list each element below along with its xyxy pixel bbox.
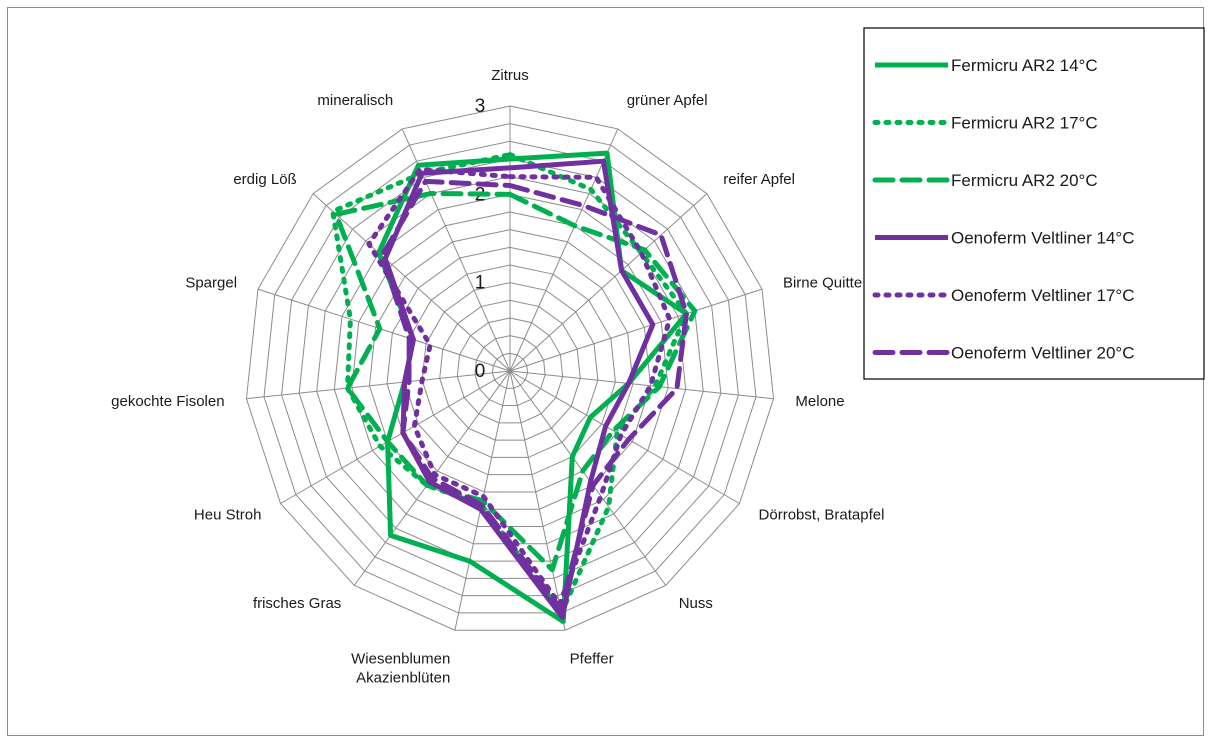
category-label-wiesenblumen-akazienbl-ten: Wiesenblumen Akazienblüten [351,651,450,687]
grid-ring [439,299,581,441]
grid-spoke [509,370,740,504]
grid-spoke [509,370,667,586]
category-label-frisches-gras: frisches Gras [253,595,341,612]
grid-ring [456,317,564,424]
category-label-erdig-l: erdig Löß [233,171,296,188]
category-label-gr-ner-apfel: grüner Apfel [627,92,708,109]
grid-ring [474,335,546,407]
grid-ring [263,123,757,614]
legend-label: Oenoferm Veltliner 17°C [951,286,1135,305]
grid-spoke [509,193,708,372]
tick-label: 1 [475,273,486,294]
category-label-zitrus: Zitrus [491,67,529,84]
grid-spoke [509,370,566,631]
series-line-oenoferm-veltliner-17-c [366,166,673,607]
series-line-oenoferm-veltliner-20-c [379,178,689,612]
grid-ring [368,229,652,510]
grid-spoke [509,288,763,372]
category-label-spargel: Spargel [185,274,237,291]
legend-label: Oenoferm Veltliner 20°C [951,344,1135,363]
series-lines [330,150,698,625]
category-label-mineralisch: mineralisch [317,92,393,109]
category-label-melone: Melone [795,393,844,410]
grid-ring [281,140,739,597]
grid-spoke [257,288,511,372]
category-label-heu-stroh: Heu Stroh [194,507,262,524]
legend-label: Fermicru AR2 17°C [951,114,1098,133]
category-labels: Zitrus grüner Apfel reifer Apfel Birne Quit… [111,67,884,687]
grid-ring [421,282,599,458]
grid-spoke [312,193,511,372]
category-label-nuss: Nuss [679,595,713,612]
grid-spoke [246,370,511,400]
grid-ring [404,264,616,476]
tick-label: 3 [475,96,486,117]
category-label-d-rrobst-bratapfel: Dörrobst, Bratapfel [759,507,885,524]
category-label-reifer-apfel: reifer Apfel [723,171,795,188]
legend-label: Fermicru AR2 14°C [951,56,1098,75]
series-line-oenoferm-veltliner-14-c [382,158,656,620]
grid-ring [298,158,722,579]
series-line-fermicru-ar2-20-c [333,190,698,573]
grid-spoke [280,370,511,504]
legend-label: Fermicru AR2 20°C [951,171,1098,190]
grid-spoke [509,128,619,372]
category-label-gekochte-fisolen: gekochte Fisolen [111,393,224,410]
category-label-pfeffer: Pfeffer [570,651,614,668]
grid-ring [491,352,529,389]
legend: Fermicru AR2 14°C Fermicru AR2 17°C Fermic… [863,27,1205,380]
tick-label: 0 [475,361,486,382]
grid-spoke [509,370,774,400]
category-label-birne-quitte: Birne Quitte [783,274,862,291]
legend-label: Oenoferm Veltliner 14°C [951,229,1135,248]
grid-ring [245,105,775,631]
legend-box [863,27,1205,380]
